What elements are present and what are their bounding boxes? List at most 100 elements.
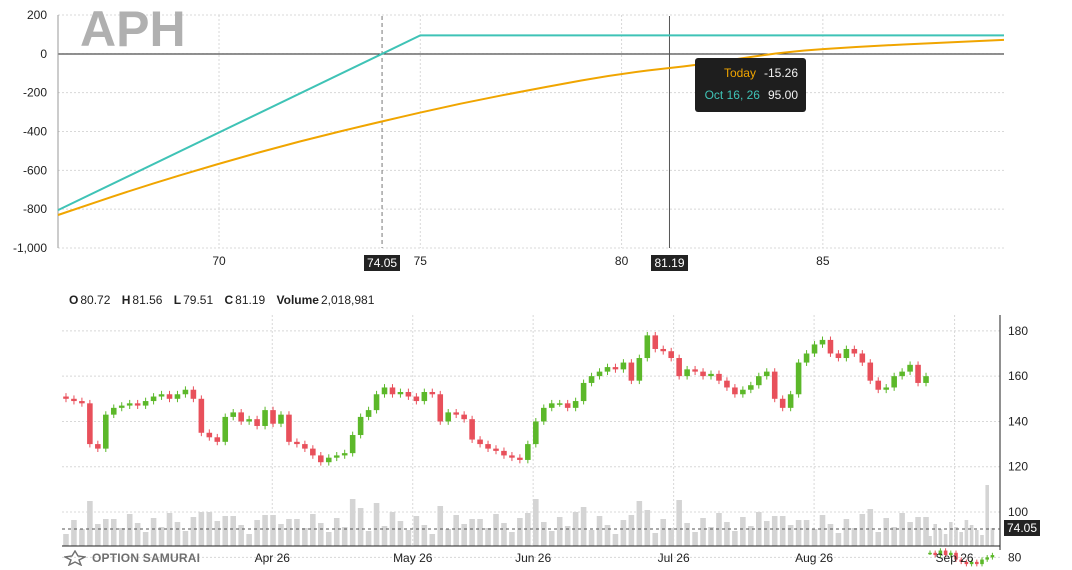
low-value: 79.51 bbox=[183, 293, 214, 307]
volume-bar bbox=[174, 522, 181, 546]
candle-body bbox=[270, 410, 276, 424]
candle-body bbox=[949, 552, 953, 556]
cursor-price-tag: 81.19 bbox=[651, 255, 688, 271]
candle-body bbox=[716, 373, 722, 381]
volume-bar bbox=[166, 513, 173, 546]
volume-bar bbox=[142, 532, 149, 546]
candle-body bbox=[899, 371, 905, 377]
volume-bar bbox=[286, 519, 292, 546]
volume-bar bbox=[429, 534, 436, 546]
payoff-y-tick: -200 bbox=[23, 86, 47, 100]
volume-bar bbox=[158, 527, 165, 546]
candle-body bbox=[556, 403, 563, 405]
candle-body bbox=[397, 392, 404, 395]
volume-bar bbox=[708, 527, 714, 546]
volume-bar bbox=[182, 531, 189, 546]
volume-bar bbox=[676, 500, 682, 546]
candle-body bbox=[969, 561, 974, 565]
volume-bar bbox=[883, 518, 889, 546]
price-x-tick: Jun 26 bbox=[515, 551, 551, 565]
volume-bar bbox=[278, 524, 284, 546]
volume-bar bbox=[668, 528, 674, 546]
candle-body bbox=[787, 394, 794, 408]
volume-bar bbox=[509, 532, 515, 546]
candle-body bbox=[190, 389, 197, 399]
volume-bar bbox=[923, 517, 929, 546]
candle-body bbox=[954, 552, 958, 560]
candle-body bbox=[771, 371, 778, 399]
high-label: H bbox=[121, 293, 131, 307]
high-value: 81.56 bbox=[132, 293, 163, 307]
volume-bar bbox=[959, 532, 963, 546]
candle-body bbox=[517, 457, 523, 460]
candle-body bbox=[612, 367, 619, 370]
volume-bar bbox=[421, 525, 428, 546]
candle-body bbox=[795, 362, 802, 395]
volume-bar bbox=[964, 520, 969, 546]
volume-bar bbox=[580, 507, 587, 546]
candle-body bbox=[620, 362, 627, 370]
volume-bar bbox=[636, 501, 643, 546]
candle-body bbox=[158, 394, 165, 397]
candle-body bbox=[859, 353, 866, 363]
candle-body bbox=[724, 380, 730, 388]
volume-bar bbox=[79, 529, 85, 546]
volume-bar bbox=[134, 523, 141, 546]
candle-body bbox=[222, 416, 229, 442]
candle-body bbox=[660, 348, 667, 352]
candle-body bbox=[381, 387, 388, 395]
candle-body bbox=[990, 555, 995, 558]
volume-bar bbox=[71, 520, 77, 546]
volume-bar bbox=[373, 503, 380, 546]
volume-bar bbox=[928, 536, 932, 546]
expiry-payoff-line bbox=[57, 34, 1004, 212]
tooltip-expiry-label: Oct 16, 26 bbox=[704, 88, 760, 102]
volume-bar bbox=[851, 528, 858, 546]
tooltip-today-label: Today bbox=[723, 66, 756, 80]
candle-body bbox=[628, 362, 635, 381]
volume-bar bbox=[700, 518, 706, 546]
payoff-x-tick: 80 bbox=[615, 254, 629, 268]
close-value: 81.19 bbox=[235, 293, 266, 307]
candle-body bbox=[875, 380, 882, 390]
price-x-tick: Apr 26 bbox=[255, 551, 291, 565]
volume-bar bbox=[949, 522, 953, 546]
price-x-tick: Sep 26 bbox=[936, 551, 974, 565]
candle-body bbox=[501, 450, 507, 456]
candle-body bbox=[357, 416, 364, 436]
volume-bar bbox=[943, 534, 948, 546]
candle-body bbox=[134, 403, 141, 406]
candle-body bbox=[644, 335, 651, 359]
volume-bar bbox=[827, 524, 834, 546]
price-chart: 180 160 140 120 100 80 Apr 26 May 26 Jun 26 Jul … bbox=[62, 315, 1028, 567]
candle-body bbox=[676, 358, 682, 377]
volume-bar bbox=[413, 516, 420, 546]
volume-bar bbox=[206, 512, 213, 546]
breakeven-price-tag: 74.05 bbox=[364, 255, 401, 271]
volume-bar bbox=[310, 514, 316, 546]
candle-body bbox=[525, 444, 531, 460]
volume-bar bbox=[501, 523, 507, 546]
volume-bar bbox=[357, 508, 364, 546]
candle-body bbox=[588, 376, 595, 383]
volume-bar bbox=[954, 527, 958, 546]
volume-bar bbox=[875, 532, 882, 546]
candle-body bbox=[278, 414, 284, 424]
candle-body bbox=[756, 376, 762, 386]
volume-bar bbox=[437, 506, 444, 546]
payoff-y-tick: -1,000 bbox=[13, 241, 47, 255]
payoff-x-tick: 85 bbox=[816, 254, 830, 268]
volume-bar bbox=[724, 522, 730, 546]
volume-bar bbox=[975, 530, 979, 546]
candle-body bbox=[819, 339, 826, 345]
volume-bar bbox=[763, 521, 770, 546]
candle-body bbox=[763, 371, 770, 377]
candle-body bbox=[79, 401, 85, 404]
candle-body bbox=[604, 367, 611, 372]
volume-bar bbox=[891, 527, 897, 546]
volume-bar bbox=[214, 521, 221, 546]
volume-bar bbox=[811, 529, 818, 546]
candle-body bbox=[700, 371, 706, 377]
volume-bar bbox=[644, 510, 651, 546]
candle-body bbox=[421, 392, 428, 402]
